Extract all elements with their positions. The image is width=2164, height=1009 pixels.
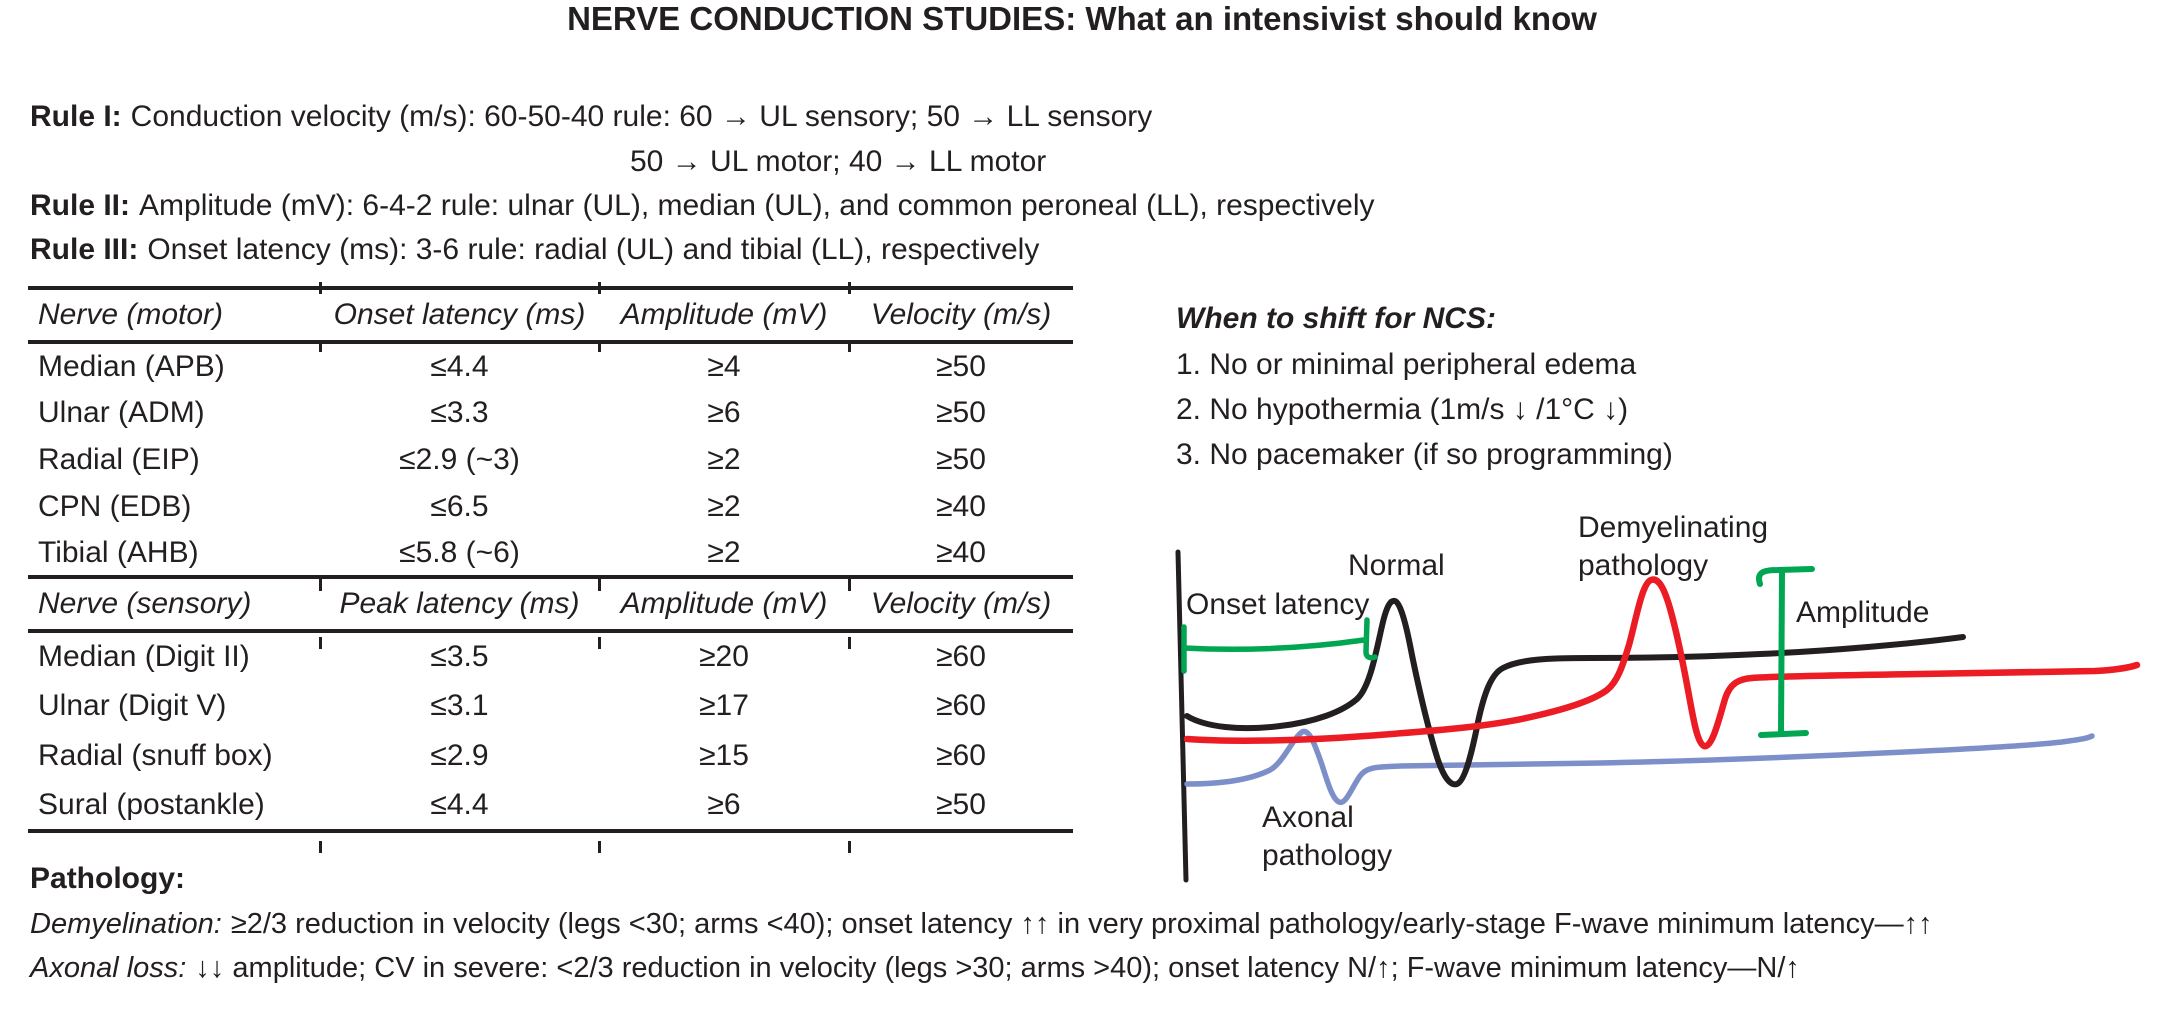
table-row: Median (Digit II) ≤3.5 ≥20 ≥60 <box>28 631 1073 681</box>
latency-cell: ≤4.4 <box>430 349 489 383</box>
latency-cell: ≤2.9 <box>430 739 489 772</box>
amplitude-cell: ≥17 <box>699 689 749 722</box>
page-title: NERVE CONDUCTION STUDIES: What an intens… <box>567 0 1597 37</box>
normal-label: Normal <box>1348 549 1445 582</box>
velocity-cell: ≥50 <box>936 395 986 429</box>
demyelination-label: Demyelination: <box>30 908 222 940</box>
motor-nerve-header: Nerve (motor) <box>38 298 224 331</box>
amplitude-cell: ≥4 <box>707 349 741 383</box>
waveform-figure <box>1175 549 2141 883</box>
velocity-cell: ≥60 <box>936 739 986 772</box>
amplitude-cell: ≥2 <box>707 489 741 523</box>
demyelinating-label-line1: Demyelinating <box>1578 511 1769 544</box>
axonal-loss-text: ↓↓ amplitude; CV in severe: <2/3 reducti… <box>195 952 1800 984</box>
nerve-cell: Ulnar (ADM) <box>38 395 205 429</box>
rule-2-label: Rule II: <box>30 189 131 222</box>
shift-heading: When to shift for NCS: <box>1176 302 1496 335</box>
latency-cell: ≤5.8 (~6) <box>399 535 520 569</box>
table-row: Tibial (AHB) ≤5.8 (~6) ≥2 ≥40 <box>28 530 1073 577</box>
axonal-waveform <box>1184 728 2095 805</box>
rule-1-text: Conduction velocity (m/s): 60-50-40 rule… <box>130 100 1153 133</box>
velocity-cell: ≥60 <box>936 689 986 722</box>
demyelination-text: ≥2/3 reduction in velocity (legs <30; ar… <box>230 908 1933 940</box>
rule-3-label: Rule III: <box>30 233 139 266</box>
rule-3-text: Onset latency (ms): 3-6 rule: radial (UL… <box>147 233 1040 266</box>
stimulus-artifact-line <box>1175 549 1189 883</box>
velocity-cell: ≥50 <box>936 788 986 821</box>
nerve-cell: Sural (postankle) <box>38 788 265 821</box>
sensory-velocity-header: Velocity (m/s) <box>870 587 1052 620</box>
nerve-cell: Tibial (AHB) <box>38 535 199 569</box>
shift-item-2: 2. No hypothermia (1m/s ↓ /1°C ↓) <box>1176 393 1629 426</box>
sensory-header-row: Nerve (sensory) Peak latency (ms) Amplit… <box>28 577 1073 631</box>
amplitude-cell: ≥20 <box>699 640 749 673</box>
normal-waveform <box>1184 597 1966 788</box>
pathology-heading: Pathology: <box>30 862 185 895</box>
demyelinating-label: Demyelinating pathology <box>1578 509 1768 585</box>
table-row: Median (APB) ≤4.4 ≥4 ≥50 <box>28 342 1073 389</box>
axonal-label: Axonal pathology <box>1262 799 1392 875</box>
nerve-cell: Median (APB) <box>38 349 225 383</box>
rule-3: Rule III: Onset latency (ms): 3-6 rule: r… <box>30 233 1039 267</box>
axonal-loss-line: Axonal loss: ↓↓ amplitude; CV in severe: … <box>30 952 1800 985</box>
motor-velocity-header: Velocity (m/s) <box>870 298 1052 331</box>
table-row: Radial (snuff box) ≤2.9 ≥15 ≥60 <box>28 731 1073 781</box>
axonal-label-line1: Axonal <box>1262 801 1354 834</box>
table-row: CPN (EDB) ≤6.5 ≥2 ≥40 <box>28 483 1073 530</box>
shift-item-3: 3. No pacemaker (if so programming) <box>1176 438 1673 471</box>
amplitude-cell: ≥2 <box>707 442 741 476</box>
nerve-cell: Radial (snuff box) <box>38 739 273 772</box>
velocity-cell: ≥50 <box>936 442 986 476</box>
onset-latency-bracket <box>1181 617 1378 674</box>
motor-amplitude-header: Amplitude (mV) <box>620 298 828 331</box>
nerve-cell: CPN (EDB) <box>38 489 192 523</box>
velocity-cell: ≥40 <box>936 489 986 523</box>
shift-item-1: 1. No or minimal peripheral edema <box>1176 348 1637 381</box>
nerve-cell: Median (Digit II) <box>38 640 250 673</box>
rule-2-text: Amplitude (mV): 6-4-2 rule: ulnar (UL), … <box>139 189 1375 222</box>
demyelinating-waveform <box>1183 576 2141 750</box>
amplitude-cell: ≥6 <box>707 395 741 429</box>
table-row: Radial (EIP) ≤2.9 (~3) ≥2 ≥50 <box>28 436 1073 483</box>
amplitude-label: Amplitude <box>1796 596 1930 629</box>
onset-latency-label: Onset latency <box>1186 588 1370 621</box>
velocity-cell: ≥40 <box>936 535 986 569</box>
table-row: Ulnar (ADM) ≤3.3 ≥6 ≥50 <box>28 389 1073 436</box>
demyelination-line: Demyelination: ≥2/3 reduction in velocity… <box>30 908 1933 941</box>
rule-1: Rule I: Conduction velocity (m/s): 60-50-… <box>30 100 1152 134</box>
axonal-label-line2: pathology <box>1262 839 1393 872</box>
latency-cell: ≤2.9 (~3) <box>399 442 520 476</box>
latency-cell: ≤3.1 <box>430 689 489 722</box>
velocity-cell: ≥50 <box>936 349 986 383</box>
axonal-loss-label: Axonal loss: <box>30 952 187 984</box>
latency-cell: ≤3.3 <box>430 395 489 429</box>
shift-checklist: 1. No or minimal peripheral edema 2. No … <box>1176 342 1673 477</box>
table-row: Ulnar (Digit V) ≤3.1 ≥17 ≥60 <box>28 681 1073 731</box>
rule-1-label: Rule I: <box>30 100 122 133</box>
latency-cell: ≤3.5 <box>430 640 489 673</box>
demyelinating-label-line2: pathology <box>1578 549 1709 582</box>
rule-1-continuation: 50 → UL motor; 40 → LL motor <box>630 145 1047 178</box>
sensory-nerve-header: Nerve (sensory) <box>38 587 252 620</box>
velocity-cell: ≥60 <box>936 640 986 673</box>
nerve-cell: Ulnar (Digit V) <box>38 689 227 722</box>
latency-cell: ≤4.4 <box>430 788 489 821</box>
motor-header-row: Nerve (motor) Onset latency (ms) Amplitu… <box>28 288 1073 342</box>
sensory-amplitude-header: Amplitude (mV) <box>620 587 828 620</box>
rule-2: Rule II: Amplitude (mV): 6-4-2 rule: ulna… <box>30 189 1375 223</box>
amplitude-cell: ≥2 <box>707 535 741 569</box>
table-row: Sural (postankle) ≤4.4 ≥6 ≥50 <box>28 781 1073 831</box>
nerve-cell: Radial (EIP) <box>38 442 200 476</box>
sensory-latency-header: Peak latency (ms) <box>339 587 580 620</box>
latency-cell: ≤6.5 <box>430 489 489 523</box>
motor-latency-header: Onset latency (ms) <box>333 298 586 331</box>
amplitude-bracket <box>1756 566 1815 738</box>
amplitude-cell: ≥15 <box>699 739 749 772</box>
ncs-reference-table: Nerve (motor) Onset latency (ms) Amplitu… <box>28 286 1073 833</box>
amplitude-cell: ≥6 <box>707 788 741 821</box>
